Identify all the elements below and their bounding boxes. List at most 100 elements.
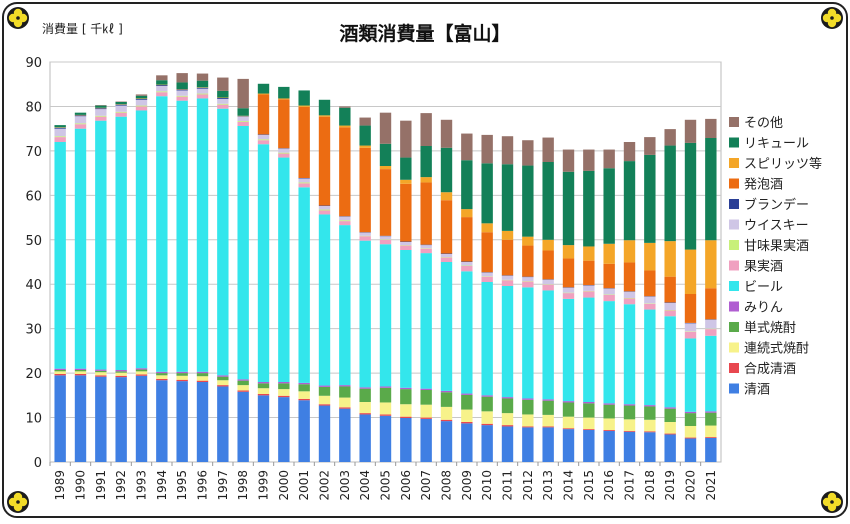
bar-segment [115,373,126,376]
bar-segment [319,115,330,116]
legend-swatch [729,261,739,271]
bar-segment [400,388,411,389]
bar-segment [258,395,269,462]
bar-stack-2011 [502,136,513,462]
legend-swatch [729,384,739,394]
bar-segment [115,117,126,370]
bar-segment [197,94,208,98]
bar-segment [420,177,431,182]
bar-segment [176,90,187,91]
bar-segment [136,100,147,106]
bar-segment [95,109,106,116]
x-tick-label: 2001 [297,470,311,501]
x-tick-label: 2014 [562,470,576,501]
legend-swatch [729,322,739,332]
bar-segment [115,370,126,371]
bar-segment [644,310,655,406]
bar-segment [542,285,553,291]
bar-segment [644,406,655,419]
bar-segment [54,129,65,137]
bar-segment [644,137,655,155]
bar-segment [197,381,208,382]
bar-segment [95,117,106,121]
y-tick-label: 90 [25,56,42,71]
y-tick-label: 40 [25,278,42,293]
bar-segment [420,418,431,419]
bar-segment [156,373,167,375]
bar-segment [705,240,716,288]
bar-segment [542,250,553,279]
bar-segment [542,162,553,240]
bar-segment [400,418,411,462]
bar-segment [217,78,228,91]
bar-stack-1999 [258,84,269,462]
bar-segment [624,432,635,462]
legend-label: 合成清酒 [744,362,796,377]
bar-segment [278,158,289,382]
bar-segment [359,241,370,388]
bar-segment [217,99,228,104]
bar-segment [136,370,147,372]
bar-segment [217,98,228,99]
bar-segment [685,413,696,426]
bar-segment [136,106,147,110]
bar-segment [75,371,86,374]
y-tick-label: 30 [25,323,42,338]
bar-segment [95,370,106,371]
bar-segment [156,86,167,91]
bar-segment [237,121,248,122]
bar-segment [603,405,614,419]
bar-segment [176,376,187,380]
bar-segment [644,297,655,304]
bar-segment [522,287,533,398]
bar-segment [237,381,248,385]
bar-segment [115,377,126,462]
bar-segment [542,280,553,284]
bar-segment [359,387,370,388]
bar-segment [339,108,350,126]
bar-segment [156,75,167,80]
bar-segment [197,88,208,89]
bar-segment [359,118,370,126]
bar-segment [54,142,65,369]
x-tick-label: 2003 [338,470,352,501]
bar-segment [583,261,594,285]
bar-segment [481,277,492,282]
bar-segment [278,383,289,389]
bar-segment [441,148,452,192]
bar-segment [95,372,106,375]
bar-segment [583,291,594,297]
legend-label: スピリッツ等 [744,156,822,172]
bar-segment [258,94,269,134]
bar-stack-2007 [420,113,431,462]
y-tick-label: 10 [25,412,42,427]
bar-segment [115,376,126,377]
y-tick-label: 50 [25,234,42,249]
legend-swatch [729,117,739,127]
bar-segment [624,161,635,240]
bar-segment [54,371,65,374]
corner-ornament-bottom-left [7,491,29,513]
bar-segment [319,396,330,404]
bar-segment [95,116,106,117]
bar-segment [400,158,411,180]
bar-segment [685,438,696,462]
bar-segment [95,106,106,108]
bar-segment [644,420,655,432]
bar-segment [359,389,370,402]
bar-segment [115,102,126,104]
bar-segment [237,117,248,121]
bar-segment [339,398,350,408]
bar-segment [380,240,391,244]
bar-stack-2002 [319,100,330,462]
bar-segment [258,94,269,95]
bar-segment [75,375,86,462]
bar-segment [522,166,533,237]
bar-segment [176,373,187,376]
bar-segment [258,394,269,395]
x-tick-label: 2012 [521,470,535,501]
bar-segment [420,146,431,177]
bar-segment [685,294,696,323]
